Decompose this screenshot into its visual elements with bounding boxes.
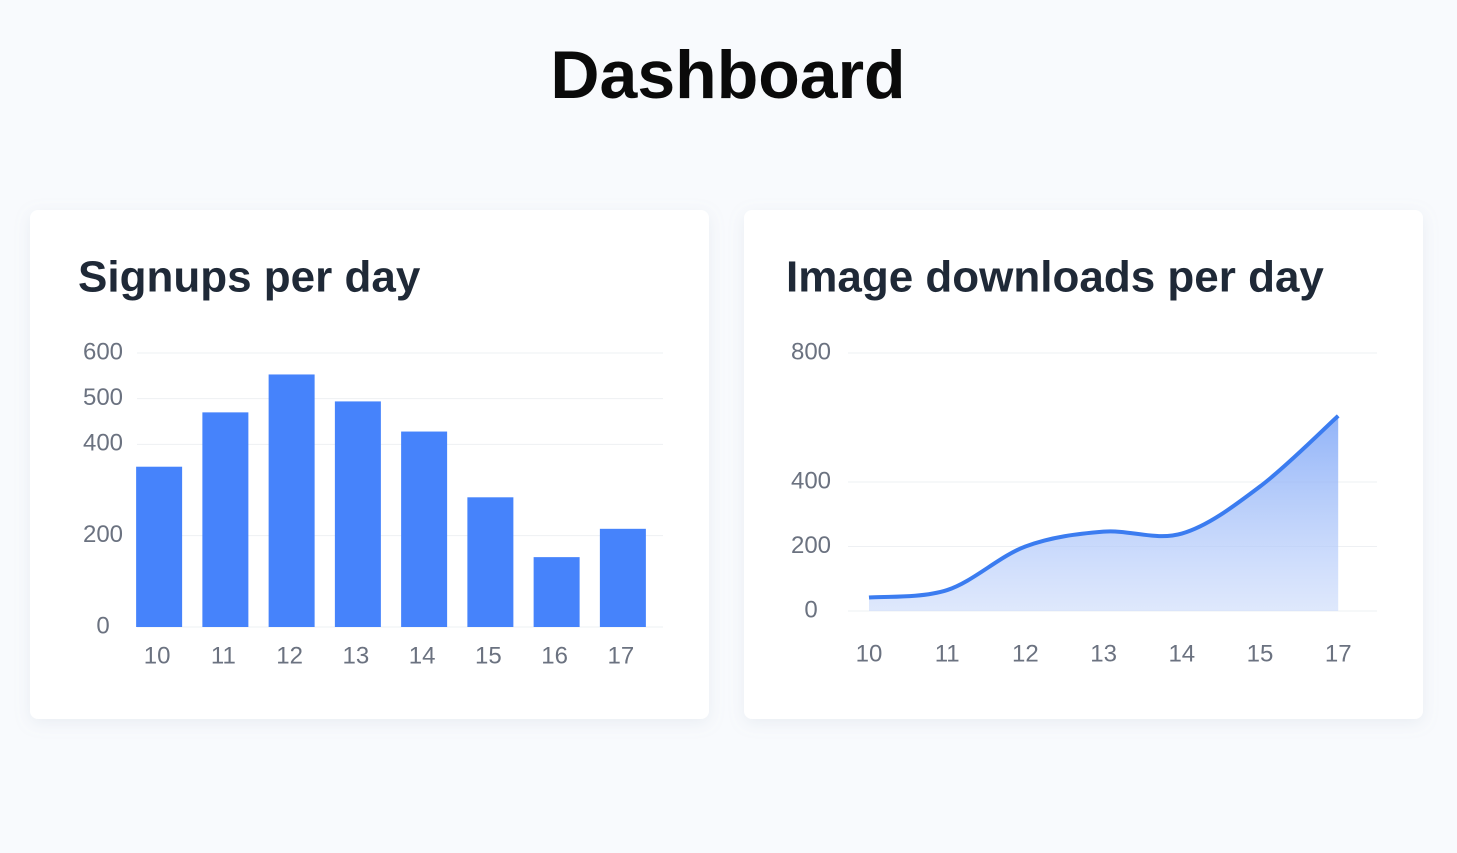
x-tick-label: 16	[541, 642, 568, 669]
y-tick-label: 800	[791, 338, 831, 365]
x-tick-label: 13	[1090, 640, 1117, 667]
y-tick-label: 400	[791, 467, 831, 494]
y-tick-label: 400	[83, 430, 123, 457]
x-tick-label: 14	[409, 642, 436, 669]
y-tick-label: 0	[804, 596, 817, 623]
x-tick-label: 10	[856, 640, 883, 667]
bar	[599, 528, 646, 627]
x-tick-label: 15	[475, 642, 502, 669]
bar	[467, 497, 514, 627]
x-tick-label: 13	[343, 642, 370, 669]
y-tick-label: 200	[791, 532, 831, 559]
x-tick-label: 15	[1247, 640, 1274, 667]
page-title: Dashboard	[550, 37, 905, 113]
bar	[533, 557, 580, 627]
area	[869, 415, 1339, 611]
x-tick-label: 17	[608, 642, 635, 669]
x-tick-label: 12	[276, 642, 303, 669]
y-tick-label: 0	[96, 612, 109, 639]
card-title: Image downloads per day	[786, 253, 1324, 302]
bar	[136, 466, 183, 627]
x-tick-label: 11	[211, 642, 236, 669]
x-tick-label: 17	[1325, 640, 1352, 667]
bar	[334, 401, 381, 627]
x-tick-label: 14	[1168, 640, 1195, 667]
y-tick-label: 600	[83, 338, 123, 365]
bar	[202, 412, 249, 627]
y-tick-label: 500	[83, 384, 123, 411]
bar	[401, 431, 448, 627]
bar	[268, 374, 315, 627]
x-tick-label: 12	[1012, 640, 1039, 667]
line	[868, 414, 1340, 600]
card-title: Signups per day	[78, 253, 421, 302]
x-tick-label: 11	[935, 640, 960, 667]
x-tick-label: 10	[144, 642, 171, 669]
y-tick-label: 200	[83, 521, 123, 548]
